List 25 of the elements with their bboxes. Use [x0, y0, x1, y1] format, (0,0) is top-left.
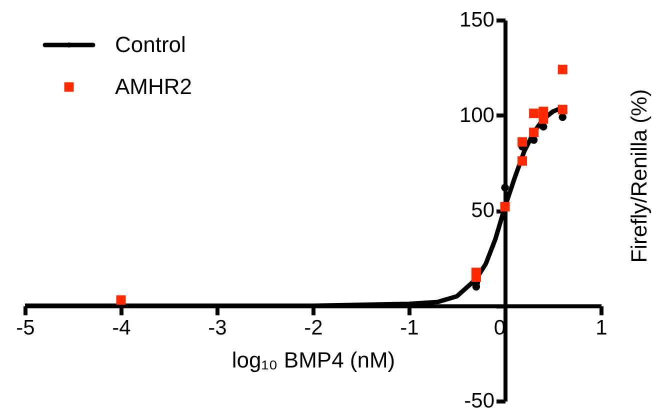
point: [116, 295, 126, 305]
x-tick-label: 1: [596, 316, 608, 340]
y-tick-label: 100: [459, 104, 494, 127]
legend-label: AMHR2: [115, 74, 192, 99]
y-tick-label: 150: [459, 8, 494, 32]
point: [501, 184, 509, 192]
y-tick-label: 50: [471, 199, 494, 222]
y-tick-label: -50: [464, 390, 494, 412]
x-tick-label: -4: [112, 316, 132, 340]
y-axis-title: Firefly/Renilla (%): [626, 89, 652, 263]
x-tick-label: -5: [16, 316, 35, 340]
point: [558, 64, 568, 74]
point: [529, 108, 539, 118]
point: [518, 137, 528, 147]
legend-label: Control: [115, 32, 186, 57]
point: [529, 128, 539, 138]
x-axis-title: log₁₀ BMP4 (nM): [232, 347, 396, 372]
point: [500, 202, 510, 212]
point: [538, 114, 548, 124]
x-tick-label: -2: [304, 316, 323, 340]
point: [471, 272, 481, 282]
point: [558, 104, 568, 114]
x-tick-label: -1: [400, 316, 419, 340]
point: [518, 156, 528, 166]
x-tick-label: -3: [208, 316, 227, 340]
